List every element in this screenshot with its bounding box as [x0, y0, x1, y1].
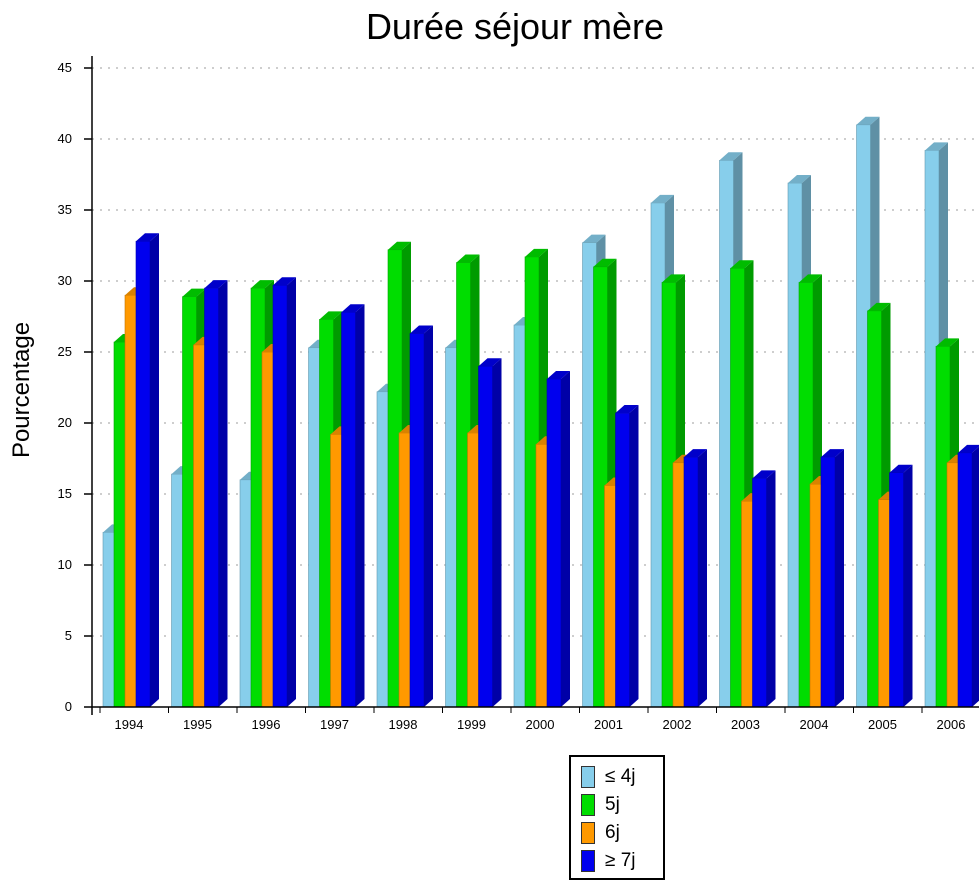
- x-tick-label: 2000: [526, 717, 555, 732]
- axes: 0 5 10 15 20 25 30 35 40 45 1994 1995 1996 1997 1998 19…: [58, 56, 979, 732]
- bar-2004-3: [820, 449, 844, 708]
- legend-swatch: [581, 794, 595, 816]
- legend-label: ≤ 4j: [605, 766, 636, 787]
- y-tick-label: 40: [58, 131, 72, 146]
- chart-title: Durée séjour mère: [365, 6, 665, 47]
- y-tick-label: 30: [58, 273, 72, 288]
- bar-2006-3: [957, 444, 979, 708]
- bar-chart: 0 5 10 15 20 25 30 35 40 45 1994 1995 1996 1997 1998 19…: [58, 56, 979, 732]
- legend-swatch: [581, 766, 595, 788]
- legend-label: 6j: [605, 822, 620, 843]
- x-tick-label: 2002: [663, 717, 692, 732]
- bar-2003-3: [752, 470, 776, 708]
- y-tick-label: 5: [65, 628, 72, 643]
- bar-2000-3: [546, 370, 570, 708]
- bar-1995-3: [204, 280, 228, 708]
- legend-swatch: [581, 822, 595, 844]
- y-tick-label: 35: [58, 202, 72, 217]
- legend-label: ≥ 7j: [605, 850, 636, 871]
- bar-2002-3: [683, 449, 707, 708]
- x-tick-label: 1995: [183, 717, 212, 732]
- y-tick-label: 25: [58, 344, 72, 359]
- bar-1994-3: [135, 233, 159, 708]
- x-tick-label: 1994: [115, 717, 144, 732]
- x-tick-label: 2003: [731, 717, 760, 732]
- bar-1997-3: [341, 304, 365, 708]
- legend-item: 6j: [581, 819, 663, 847]
- legend-item: ≥ 7j: [581, 847, 663, 875]
- x-tick-label: 2006: [937, 717, 966, 732]
- legend-swatch: [581, 850, 595, 872]
- bar-2005-3: [889, 464, 913, 708]
- legend: ≤ 4j 5j 6j ≥ 7j: [569, 755, 665, 880]
- x-tick-label: 1997: [320, 717, 349, 732]
- legend-item: 5j: [581, 791, 663, 819]
- bars: [102, 116, 979, 708]
- bar-1996-3: [272, 277, 296, 708]
- bar-1999-3: [478, 358, 502, 708]
- x-tick-label: 1996: [252, 717, 281, 732]
- y-tick-label: 20: [58, 415, 72, 430]
- bar-1998-3: [409, 325, 433, 708]
- bar-2001-3: [615, 405, 639, 708]
- y-tick-label: 45: [58, 60, 72, 75]
- x-tick-label: 2004: [800, 717, 829, 732]
- x-tick-label: 2005: [868, 717, 897, 732]
- x-tick-label: 1999: [457, 717, 486, 732]
- y-tick-label: 15: [58, 486, 72, 501]
- y-tick-label: 0: [65, 699, 72, 714]
- x-tick-label: 1998: [389, 717, 418, 732]
- y-tick-label: 10: [58, 557, 72, 572]
- legend-item: ≤ 4j: [581, 763, 663, 791]
- x-tick-label: 2001: [594, 717, 623, 732]
- legend-label: 5j: [605, 794, 620, 815]
